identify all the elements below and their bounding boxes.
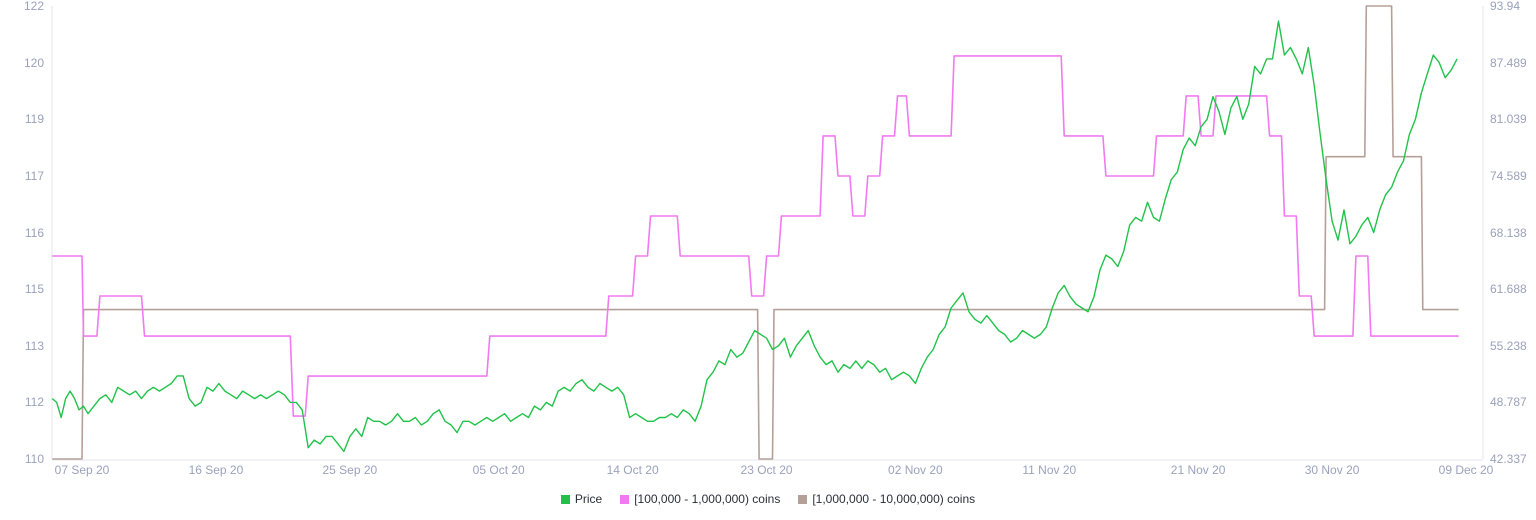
legend-swatch-icon <box>798 494 808 504</box>
y-left-tick-label: 116 <box>24 225 44 240</box>
y-left-tick-label: 112 <box>24 395 44 410</box>
legend-label: [100,000 - 1,000,000) coins <box>634 492 781 506</box>
x-tick-label: 14 Oct 20 <box>606 463 659 477</box>
y-left-tick-label: 117 <box>24 168 44 183</box>
x-tick-label: 16 Sep 20 <box>188 463 244 477</box>
legend-label: [1,000,000 - 10,000,000) coins <box>812 492 976 506</box>
x-tick-label: 30 Nov 20 <box>1304 463 1360 477</box>
y-left-tick-label: 122 <box>23 0 44 13</box>
legend-item-large-holders[interactable]: [1,000,000 - 10,000,000) coins <box>798 492 975 506</box>
y-right-tick-label: 68.138 <box>1490 225 1527 240</box>
x-tick-label: 07 Sep 20 <box>54 463 110 477</box>
series-line-medium-holders[interactable] <box>52 55 1459 417</box>
x-tick-label: 21 Nov 20 <box>1170 463 1226 477</box>
y-right-tick-label: 74.589 <box>1490 168 1527 183</box>
series-line-large-holders[interactable] <box>52 5 1459 460</box>
y-right-tick-label: 93.94 <box>1490 0 1521 13</box>
y-right-tick-label: 87.489 <box>1490 55 1527 70</box>
x-tick-label: 02 Nov 20 <box>888 463 943 477</box>
x-tick-label: 25 Sep 20 <box>322 463 378 477</box>
x-tick-label: 09 Dec 20 <box>1438 463 1494 477</box>
legend-item-medium-holders[interactable]: [100,000 - 1,000,000) coins <box>620 492 780 506</box>
y-right-tick-label: 55.238 <box>1490 338 1527 353</box>
y-right-tick-label: 81.039 <box>1490 112 1527 127</box>
y-left-tick-label: 120 <box>23 55 44 70</box>
legend-label: Price <box>574 492 603 506</box>
y-right-tick-label: 42.337 <box>1490 452 1527 466</box>
y-left-tick-label: 115 <box>24 282 44 297</box>
legend: Price [100,000 - 1,000,000) coins [1,000… <box>0 492 1536 506</box>
series-line-price[interactable] <box>51 20 1458 453</box>
y-left-tick-label: 113 <box>24 338 44 353</box>
x-tick-label: 05 Oct 20 <box>472 463 525 477</box>
legend-item-price[interactable]: Price <box>560 492 603 506</box>
y-left-tick-label: 119 <box>24 112 44 127</box>
x-tick-label: 11 Nov 20 <box>1022 463 1077 477</box>
y-right-tick-label: 61.688 <box>1490 282 1527 297</box>
y-right-tick-label: 48.787 <box>1490 395 1527 410</box>
x-tick-label: 23 Oct 20 <box>740 463 793 477</box>
y-left-tick-label: 110 <box>24 452 44 466</box>
legend-swatch-icon <box>560 494 570 504</box>
legend-swatch-icon <box>620 494 630 504</box>
